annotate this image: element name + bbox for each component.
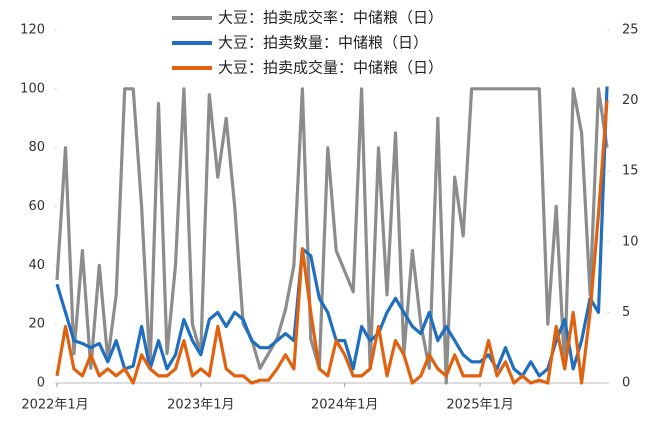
legend-label: 大豆：拍卖成交率：中储粮（日） — [218, 9, 443, 27]
y-tick-label: 80 — [28, 140, 45, 155]
y-tick-label: 0 — [37, 376, 45, 391]
y2-tick-label: 25 — [622, 23, 639, 38]
x-tick-label: 2023年1月 — [167, 398, 234, 413]
x-tick-label: 2022年1月 — [21, 398, 88, 413]
y-tick-label: 60 — [28, 199, 45, 214]
x-tick-label: 2024年1月 — [311, 398, 378, 413]
y-tick-label: 120 — [20, 23, 45, 38]
y2-tick-label: 0 — [622, 376, 630, 391]
series-line — [55, 87, 609, 385]
legend-label: 大豆：拍卖数量：中储粮（日） — [218, 34, 428, 52]
legend-label: 大豆：拍卖成交量：中储粮（日） — [218, 59, 443, 77]
y2-tick-label: 20 — [622, 93, 639, 108]
y2-tick-label: 15 — [622, 164, 639, 179]
series-line — [55, 86, 609, 378]
y-tick-label: 40 — [28, 258, 45, 273]
y-tick-label: 20 — [28, 317, 45, 332]
y2-tick-label: 5 — [622, 305, 630, 320]
y-tick-label: 100 — [20, 81, 45, 96]
y2-tick-label: 10 — [622, 234, 639, 249]
series-line — [55, 100, 609, 385]
x-tick-label: 2025年1月 — [446, 398, 513, 413]
